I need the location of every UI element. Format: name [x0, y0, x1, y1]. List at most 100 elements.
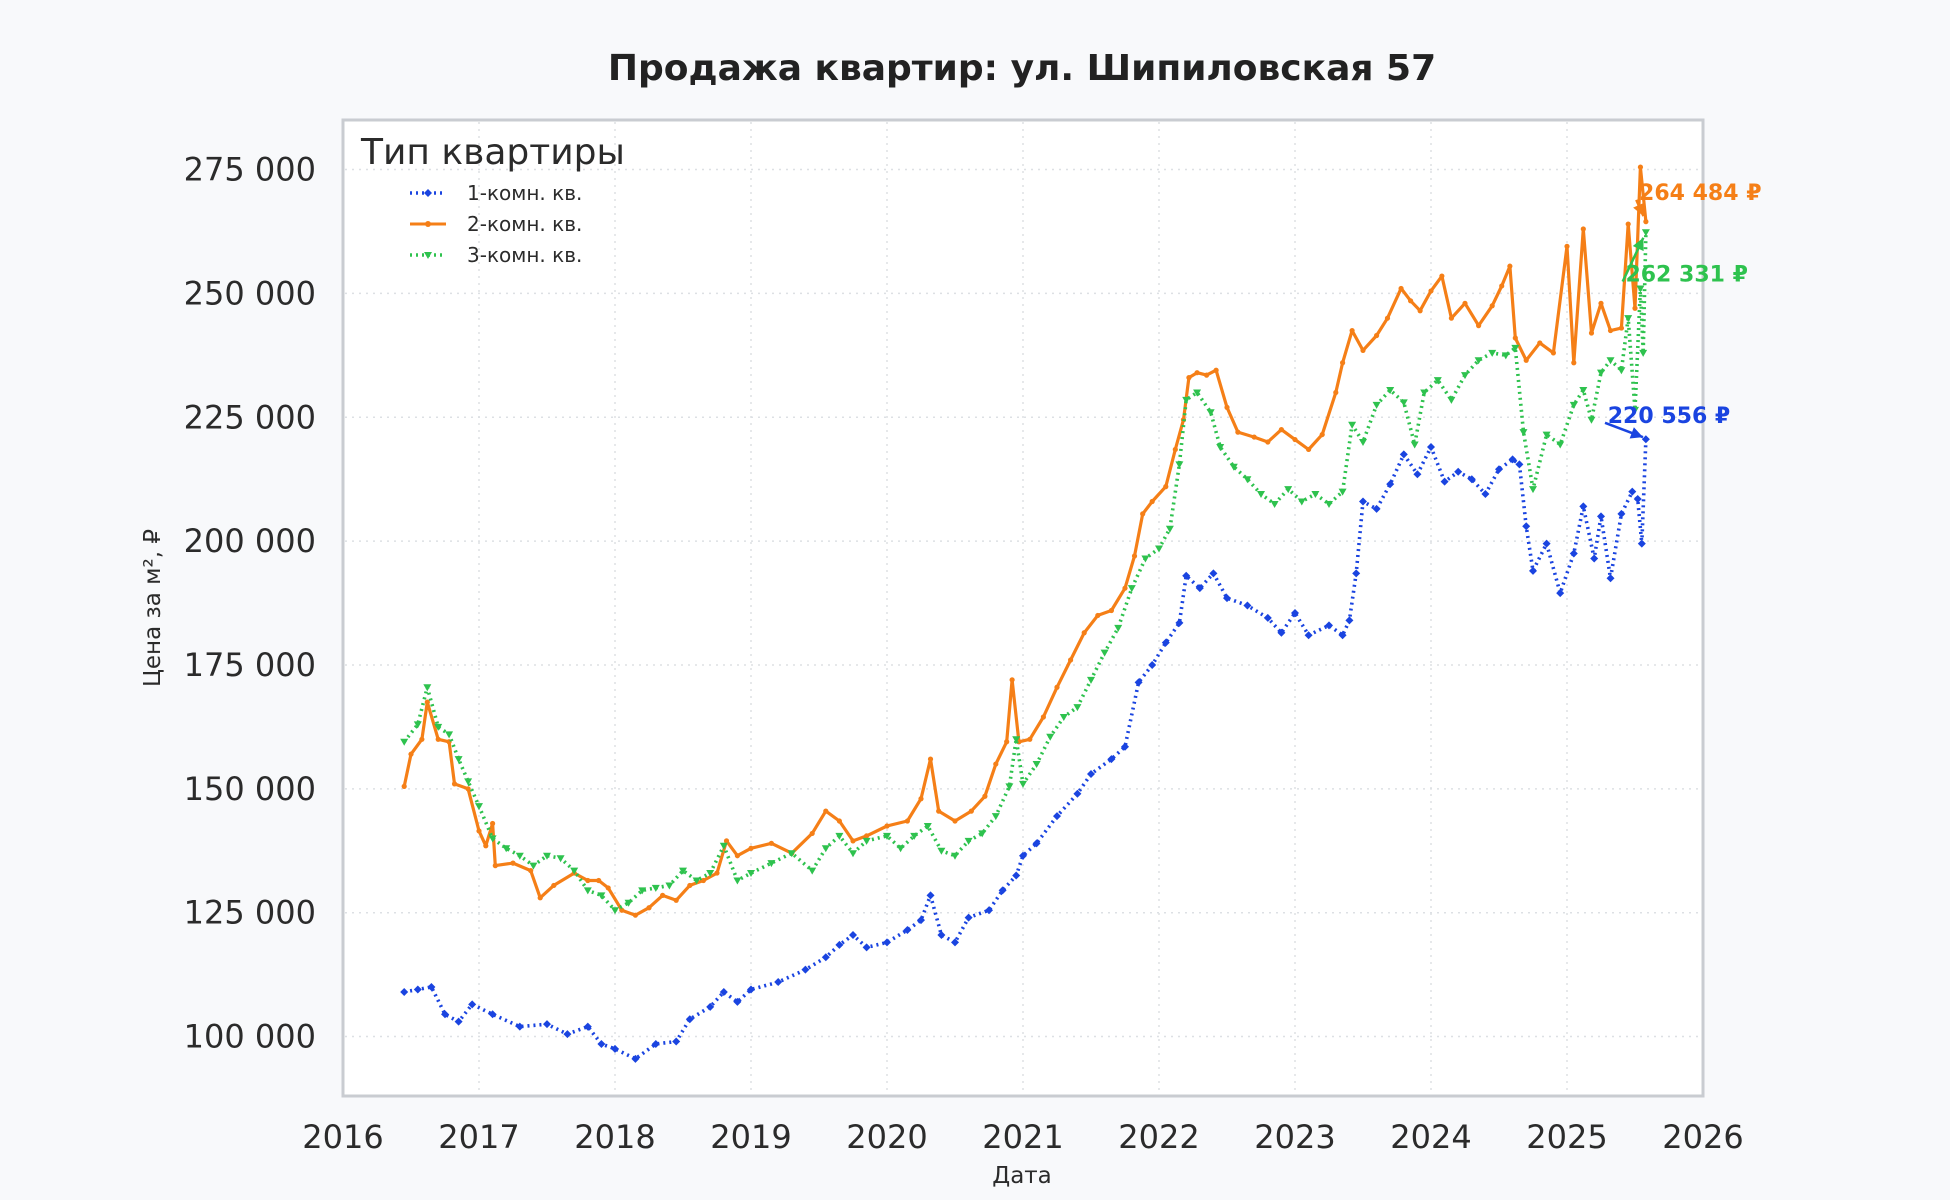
data-point — [1433, 377, 1442, 385]
data-point — [1515, 460, 1524, 469]
data-point — [982, 793, 988, 799]
data-point — [1223, 594, 1231, 603]
data-point — [1597, 369, 1605, 377]
data-point — [823, 808, 829, 814]
data-point — [1618, 325, 1624, 331]
data-point — [1349, 327, 1355, 334]
data-point — [1040, 714, 1046, 720]
data-point — [1019, 780, 1027, 788]
data-point — [638, 887, 647, 895]
legend: Тип квартиры 1-комн. кв. 2-комн. кв. 3-ком… — [360, 132, 625, 267]
data-point — [408, 751, 414, 757]
data-point — [964, 913, 973, 922]
data-point — [1507, 263, 1513, 269]
data-point — [1163, 484, 1169, 490]
x-tick-label: 2024 — [1390, 1118, 1471, 1156]
data-point — [836, 818, 843, 824]
data-point — [1398, 285, 1404, 292]
plot-area — [341, 118, 1705, 1098]
data-point — [1265, 439, 1271, 445]
data-point — [1311, 491, 1320, 499]
data-point — [1059, 713, 1068, 721]
y-tick-label: 250 000 — [184, 274, 316, 312]
data-point — [596, 877, 602, 884]
data-point — [665, 882, 674, 890]
series-1 — [400, 435, 1650, 1063]
data-point — [454, 1017, 463, 1026]
data-point — [537, 895, 543, 901]
data-point — [492, 863, 498, 869]
data-point — [1360, 347, 1366, 353]
data-point — [515, 852, 524, 860]
data-point — [1291, 608, 1299, 617]
data-point — [1175, 618, 1184, 627]
data-point — [821, 953, 830, 962]
data-point — [1122, 585, 1128, 591]
data-point — [597, 892, 606, 900]
data-point — [1009, 677, 1015, 683]
data-point — [1617, 367, 1626, 375]
data-point — [1277, 628, 1286, 637]
data-point — [862, 837, 871, 845]
data-point — [1114, 624, 1123, 632]
data-point — [774, 978, 783, 987]
data-point — [1523, 357, 1529, 363]
data-point — [1340, 360, 1346, 366]
data-point — [1182, 396, 1191, 404]
data-point — [1448, 315, 1454, 321]
y-axis: 100 000 125 000 150 000 175 000 200 000 225 0… — [184, 151, 316, 1056]
data-point — [1141, 555, 1150, 563]
data-point — [884, 823, 890, 829]
data-point — [672, 1037, 681, 1046]
data-point — [1297, 498, 1306, 506]
data-point — [1637, 539, 1646, 548]
data-point — [583, 887, 592, 895]
data-point — [1564, 243, 1570, 249]
data-point — [808, 867, 817, 875]
y-tick-label: 175 000 — [184, 646, 316, 684]
legend-label: 3-комн. кв. — [467, 243, 582, 267]
data-point — [1631, 406, 1639, 414]
y-tick-label: 200 000 — [184, 522, 316, 560]
data-point — [787, 850, 796, 858]
data-point — [1462, 300, 1468, 306]
data-point — [1257, 491, 1265, 499]
data-point — [1148, 660, 1157, 669]
data-point — [1204, 372, 1210, 378]
data-point — [488, 835, 497, 843]
annotation-arrowhead — [1633, 202, 1645, 217]
data-point — [923, 822, 932, 830]
legend-title: Тип квартиры — [360, 132, 625, 173]
data-point — [910, 832, 919, 840]
data-point — [1606, 357, 1615, 365]
data-point — [1454, 467, 1463, 476]
data-point — [419, 736, 425, 742]
data-point — [1447, 396, 1456, 404]
data-point — [1054, 684, 1060, 690]
data-point — [1606, 574, 1615, 583]
y-tick-label: 225 000 — [184, 398, 316, 436]
data-point — [1216, 443, 1225, 451]
data-point — [1352, 569, 1361, 578]
data-point — [903, 926, 912, 935]
data-point — [1556, 589, 1565, 598]
data-point — [1193, 389, 1202, 397]
data-point — [1571, 360, 1577, 366]
data-point — [1209, 569, 1218, 578]
data-point — [917, 916, 925, 925]
data-point — [435, 736, 441, 742]
data-point — [968, 808, 974, 814]
data-point — [723, 838, 730, 844]
data-point — [1032, 761, 1041, 769]
data-point — [1087, 676, 1095, 684]
data-point — [646, 905, 652, 911]
x-tick-label: 2025 — [1526, 1118, 1607, 1156]
data-point — [1413, 470, 1422, 479]
data-point — [454, 756, 463, 764]
data-point — [918, 796, 924, 802]
x-tick-label: 2023 — [1254, 1118, 1335, 1156]
data-point — [1641, 435, 1650, 444]
data-point — [1032, 839, 1041, 848]
data-point — [1580, 226, 1586, 232]
legend-item: 3-комн. кв. — [410, 243, 582, 267]
